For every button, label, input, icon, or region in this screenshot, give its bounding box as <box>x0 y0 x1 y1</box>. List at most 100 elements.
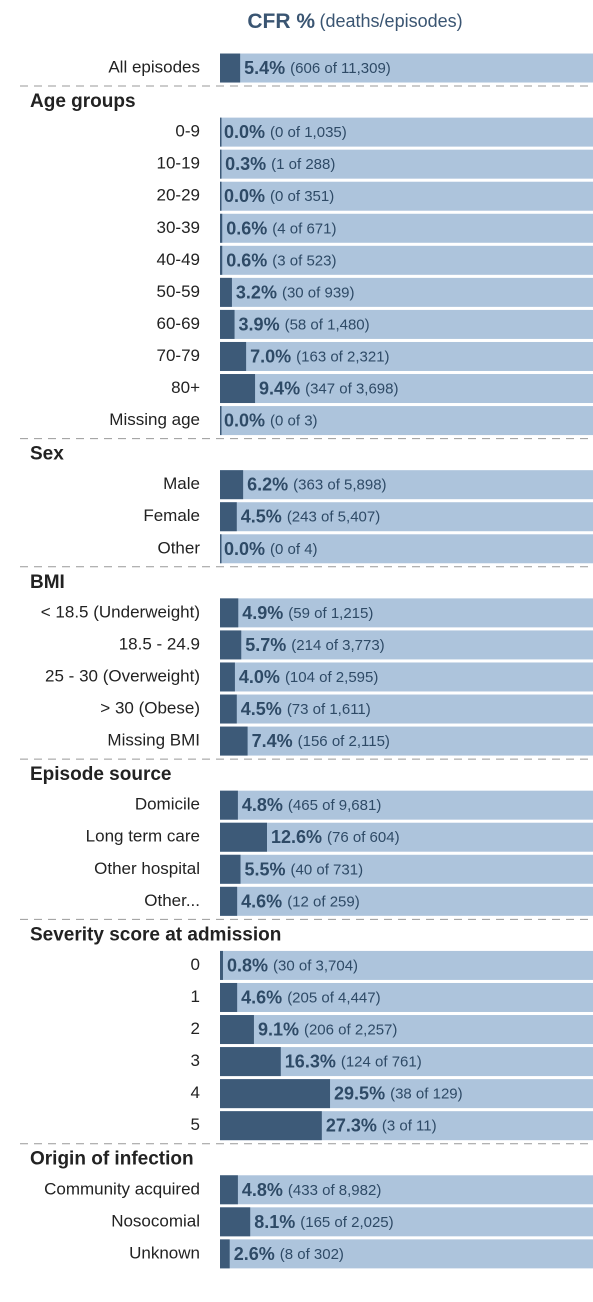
bar-background <box>220 245 593 275</box>
value-label: 9.1% <box>258 1019 299 1039</box>
detail-label: (163 of 2,321) <box>296 348 389 365</box>
group-header: Episode source <box>30 764 172 785</box>
bar-label: 12.6% (76 of 604) <box>271 827 400 847</box>
bar-label: 27.3% (3 of 11) <box>326 1115 437 1135</box>
bar <box>220 1239 230 1269</box>
bar <box>220 1207 251 1237</box>
category-label: 18.5 - 24.9 <box>119 634 200 653</box>
value-label: 2.6% <box>234 1244 275 1264</box>
category-label: Domicile <box>135 795 200 814</box>
detail-label: (1 of 288) <box>271 156 335 173</box>
bar-background <box>220 1175 593 1205</box>
bar <box>220 245 223 275</box>
category-label: Long term care <box>86 827 200 846</box>
bar <box>220 886 238 916</box>
category-label: 4 <box>191 1083 200 1102</box>
category-label: Missing age <box>109 410 200 429</box>
bar <box>220 726 248 756</box>
bar <box>220 1047 281 1077</box>
value-label: 4.5% <box>241 506 282 526</box>
value-label: 5.7% <box>245 635 286 655</box>
detail-label: (165 of 2,025) <box>300 1214 393 1231</box>
bar <box>220 213 223 243</box>
bar <box>220 117 222 147</box>
value-label: 4.6% <box>241 987 282 1007</box>
category-label: All episodes <box>108 58 200 77</box>
detail-label: (205 of 4,447) <box>287 989 380 1006</box>
detail-label: (3 of 11) <box>382 1118 437 1135</box>
category-label: 10-19 <box>157 154 200 173</box>
bar-label: 3.9% (58 of 1,480) <box>239 314 370 334</box>
chart-subtitle: (deaths/episodes) <box>320 11 463 31</box>
category-label: 5 <box>191 1115 200 1134</box>
group-header: Sex <box>30 444 64 465</box>
category-label: Other... <box>144 891 200 910</box>
value-label: 9.4% <box>259 378 300 398</box>
bar-label: 0.8% (30 of 3,704) <box>227 955 358 975</box>
category-label: 2 <box>191 1019 200 1038</box>
bar <box>220 374 256 404</box>
value-label: 7.4% <box>252 731 293 751</box>
value-label: 4.8% <box>242 795 283 815</box>
bar-label: 0.0% (0 of 3) <box>224 410 318 430</box>
bar <box>220 149 222 179</box>
bar-background <box>220 470 593 500</box>
bar-background <box>220 886 593 916</box>
bar-label: 2.6% (8 of 302) <box>234 1244 344 1264</box>
bar-label: 4.9% (59 of 1,215) <box>242 603 373 623</box>
detail-label: (104 of 2,595) <box>285 669 378 686</box>
bar-label: 5.5% (40 of 731) <box>245 859 364 879</box>
detail-label: (214 of 3,773) <box>291 637 384 654</box>
bar <box>220 309 235 339</box>
detail-label: (30 of 3,704) <box>273 957 358 974</box>
category-label: 0 <box>191 955 200 974</box>
category-label: Female <box>143 506 200 525</box>
bar-label: 8.1% (165 of 2,025) <box>254 1212 393 1232</box>
value-label: 0.6% <box>226 218 267 238</box>
value-label: 4.9% <box>242 603 283 623</box>
bar-background <box>220 1239 593 1269</box>
detail-label: (206 of 2,257) <box>304 1021 397 1038</box>
detail-label: (465 of 9,681) <box>288 797 381 814</box>
bar <box>220 277 232 307</box>
category-label: Nosocomial <box>111 1211 200 1230</box>
group-header: BMI <box>30 572 65 593</box>
bar-background <box>220 982 593 1012</box>
value-label: 4.8% <box>242 1180 283 1200</box>
value-label: 3.9% <box>239 314 280 334</box>
bar-label: 9.1% (206 of 2,257) <box>258 1019 397 1039</box>
bar-label: 7.0% (163 of 2,321) <box>250 346 389 366</box>
category-label: Community acquired <box>44 1179 200 1198</box>
category-label: Male <box>163 474 200 493</box>
bar-label: 0.6% (4 of 671) <box>226 218 336 238</box>
value-label: 0.0% <box>224 186 265 206</box>
bar <box>220 181 222 211</box>
category-label: Other hospital <box>94 859 200 878</box>
detail-label: (156 of 2,115) <box>298 733 390 750</box>
bar <box>220 502 237 532</box>
detail-label: (0 of 1,035) <box>270 124 347 141</box>
category-label: 1 <box>191 987 200 1006</box>
bar-label: 0.0% (0 of 1,035) <box>224 122 347 142</box>
bar-background <box>220 822 593 852</box>
category-label: 40-49 <box>157 250 200 269</box>
bar-background <box>220 181 593 211</box>
bar-label: 29.5% (38 of 129) <box>334 1083 463 1103</box>
category-label: Missing BMI <box>107 731 200 750</box>
bar-label: 9.4% (347 of 3,698) <box>259 378 398 398</box>
value-label: 7.0% <box>250 346 291 366</box>
bar-label: 16.3% (124 of 761) <box>285 1051 422 1071</box>
bar <box>220 790 238 820</box>
bar-label: 4.5% (243 of 5,407) <box>241 506 380 526</box>
value-label: 0.0% <box>224 410 265 430</box>
bar-background <box>220 309 593 339</box>
bar <box>220 662 235 692</box>
bar-label: 7.4% (156 of 2,115) <box>252 731 390 751</box>
category-label: Other <box>157 538 200 557</box>
category-label: 70-79 <box>157 346 200 365</box>
bar-background <box>220 598 593 628</box>
value-label: 0.3% <box>225 154 266 174</box>
detail-label: (30 of 939) <box>282 284 355 301</box>
value-label: 4.0% <box>239 667 280 687</box>
